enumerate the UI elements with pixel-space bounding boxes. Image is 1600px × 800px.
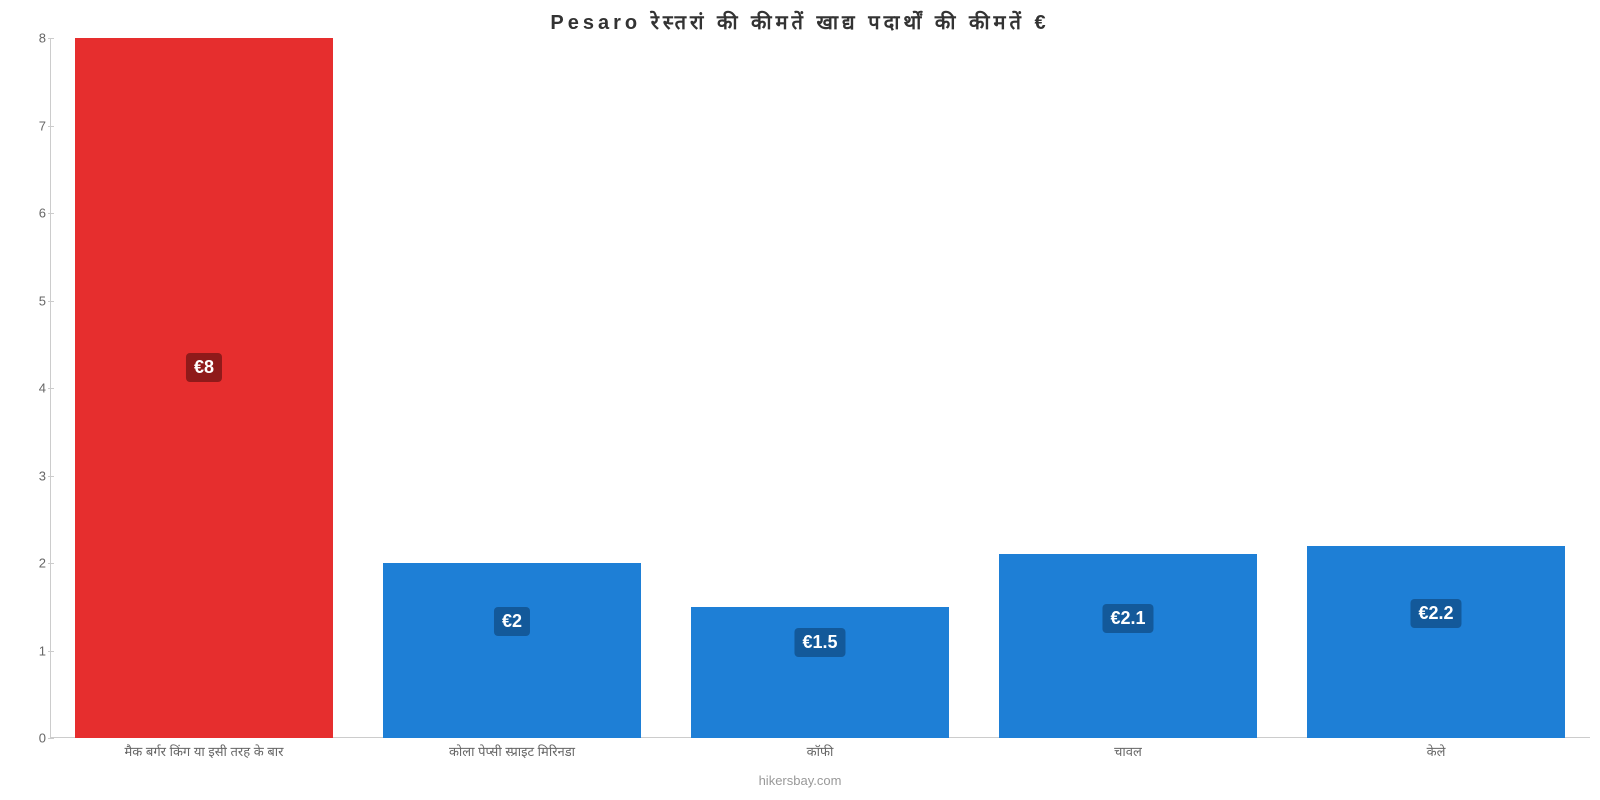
y-tick-label: 7 — [39, 118, 46, 133]
watermark: hikersbay.com — [759, 773, 842, 788]
bar: €1.5 — [691, 607, 950, 738]
y-tick-label: 0 — [39, 731, 46, 746]
bar: €2.2 — [1307, 546, 1566, 739]
x-tick-label: चावल — [974, 742, 1282, 760]
y-tick-mark — [48, 738, 54, 739]
bar-slot: €1.5 — [666, 38, 974, 738]
x-tick-label: केले — [1282, 742, 1590, 760]
bar: €2.1 — [999, 554, 1258, 738]
bar-slot: €2 — [358, 38, 666, 738]
y-tick-label: 1 — [39, 643, 46, 658]
y-tick-label: 5 — [39, 293, 46, 308]
bar-value-label: €1.5 — [794, 628, 845, 657]
chart-title: Pesaro रेस्तरां की कीमतें खाद्य पदार्थों… — [0, 0, 1600, 35]
bar-value-label: €8 — [186, 353, 222, 382]
y-tick-label: 3 — [39, 468, 46, 483]
y-tick-label: 4 — [39, 381, 46, 396]
bar-slot: €2.1 — [974, 38, 1282, 738]
bar: €8 — [75, 38, 334, 738]
bar-value-label: €2 — [494, 607, 530, 636]
y-tick-label: 2 — [39, 556, 46, 571]
y-tick-label: 8 — [39, 31, 46, 46]
bar-value-label: €2.2 — [1410, 599, 1461, 628]
y-axis: 012345678 — [20, 38, 50, 738]
y-tick-label: 6 — [39, 206, 46, 221]
bar-slot: €8 — [50, 38, 358, 738]
bar-slot: €2.2 — [1282, 38, 1590, 738]
x-tick-label: कॉफी — [666, 742, 974, 760]
x-axis-labels: मैक बर्गर किंग या इसी तरह के बारकोला पेप… — [50, 742, 1590, 760]
plot-area: 012345678 €8€2€1.5€2.1€2.2 — [50, 38, 1590, 738]
bars-container: €8 €2 €1.5 €2.1 €2.2 — [50, 38, 1590, 738]
x-tick-label: कोला पेप्सी स्प्राइट मिरिनडा — [358, 742, 666, 760]
x-tick-label: मैक बर्गर किंग या इसी तरह के बार — [50, 742, 358, 760]
bar-value-label: €2.1 — [1102, 604, 1153, 633]
bar: €2 — [383, 563, 642, 738]
